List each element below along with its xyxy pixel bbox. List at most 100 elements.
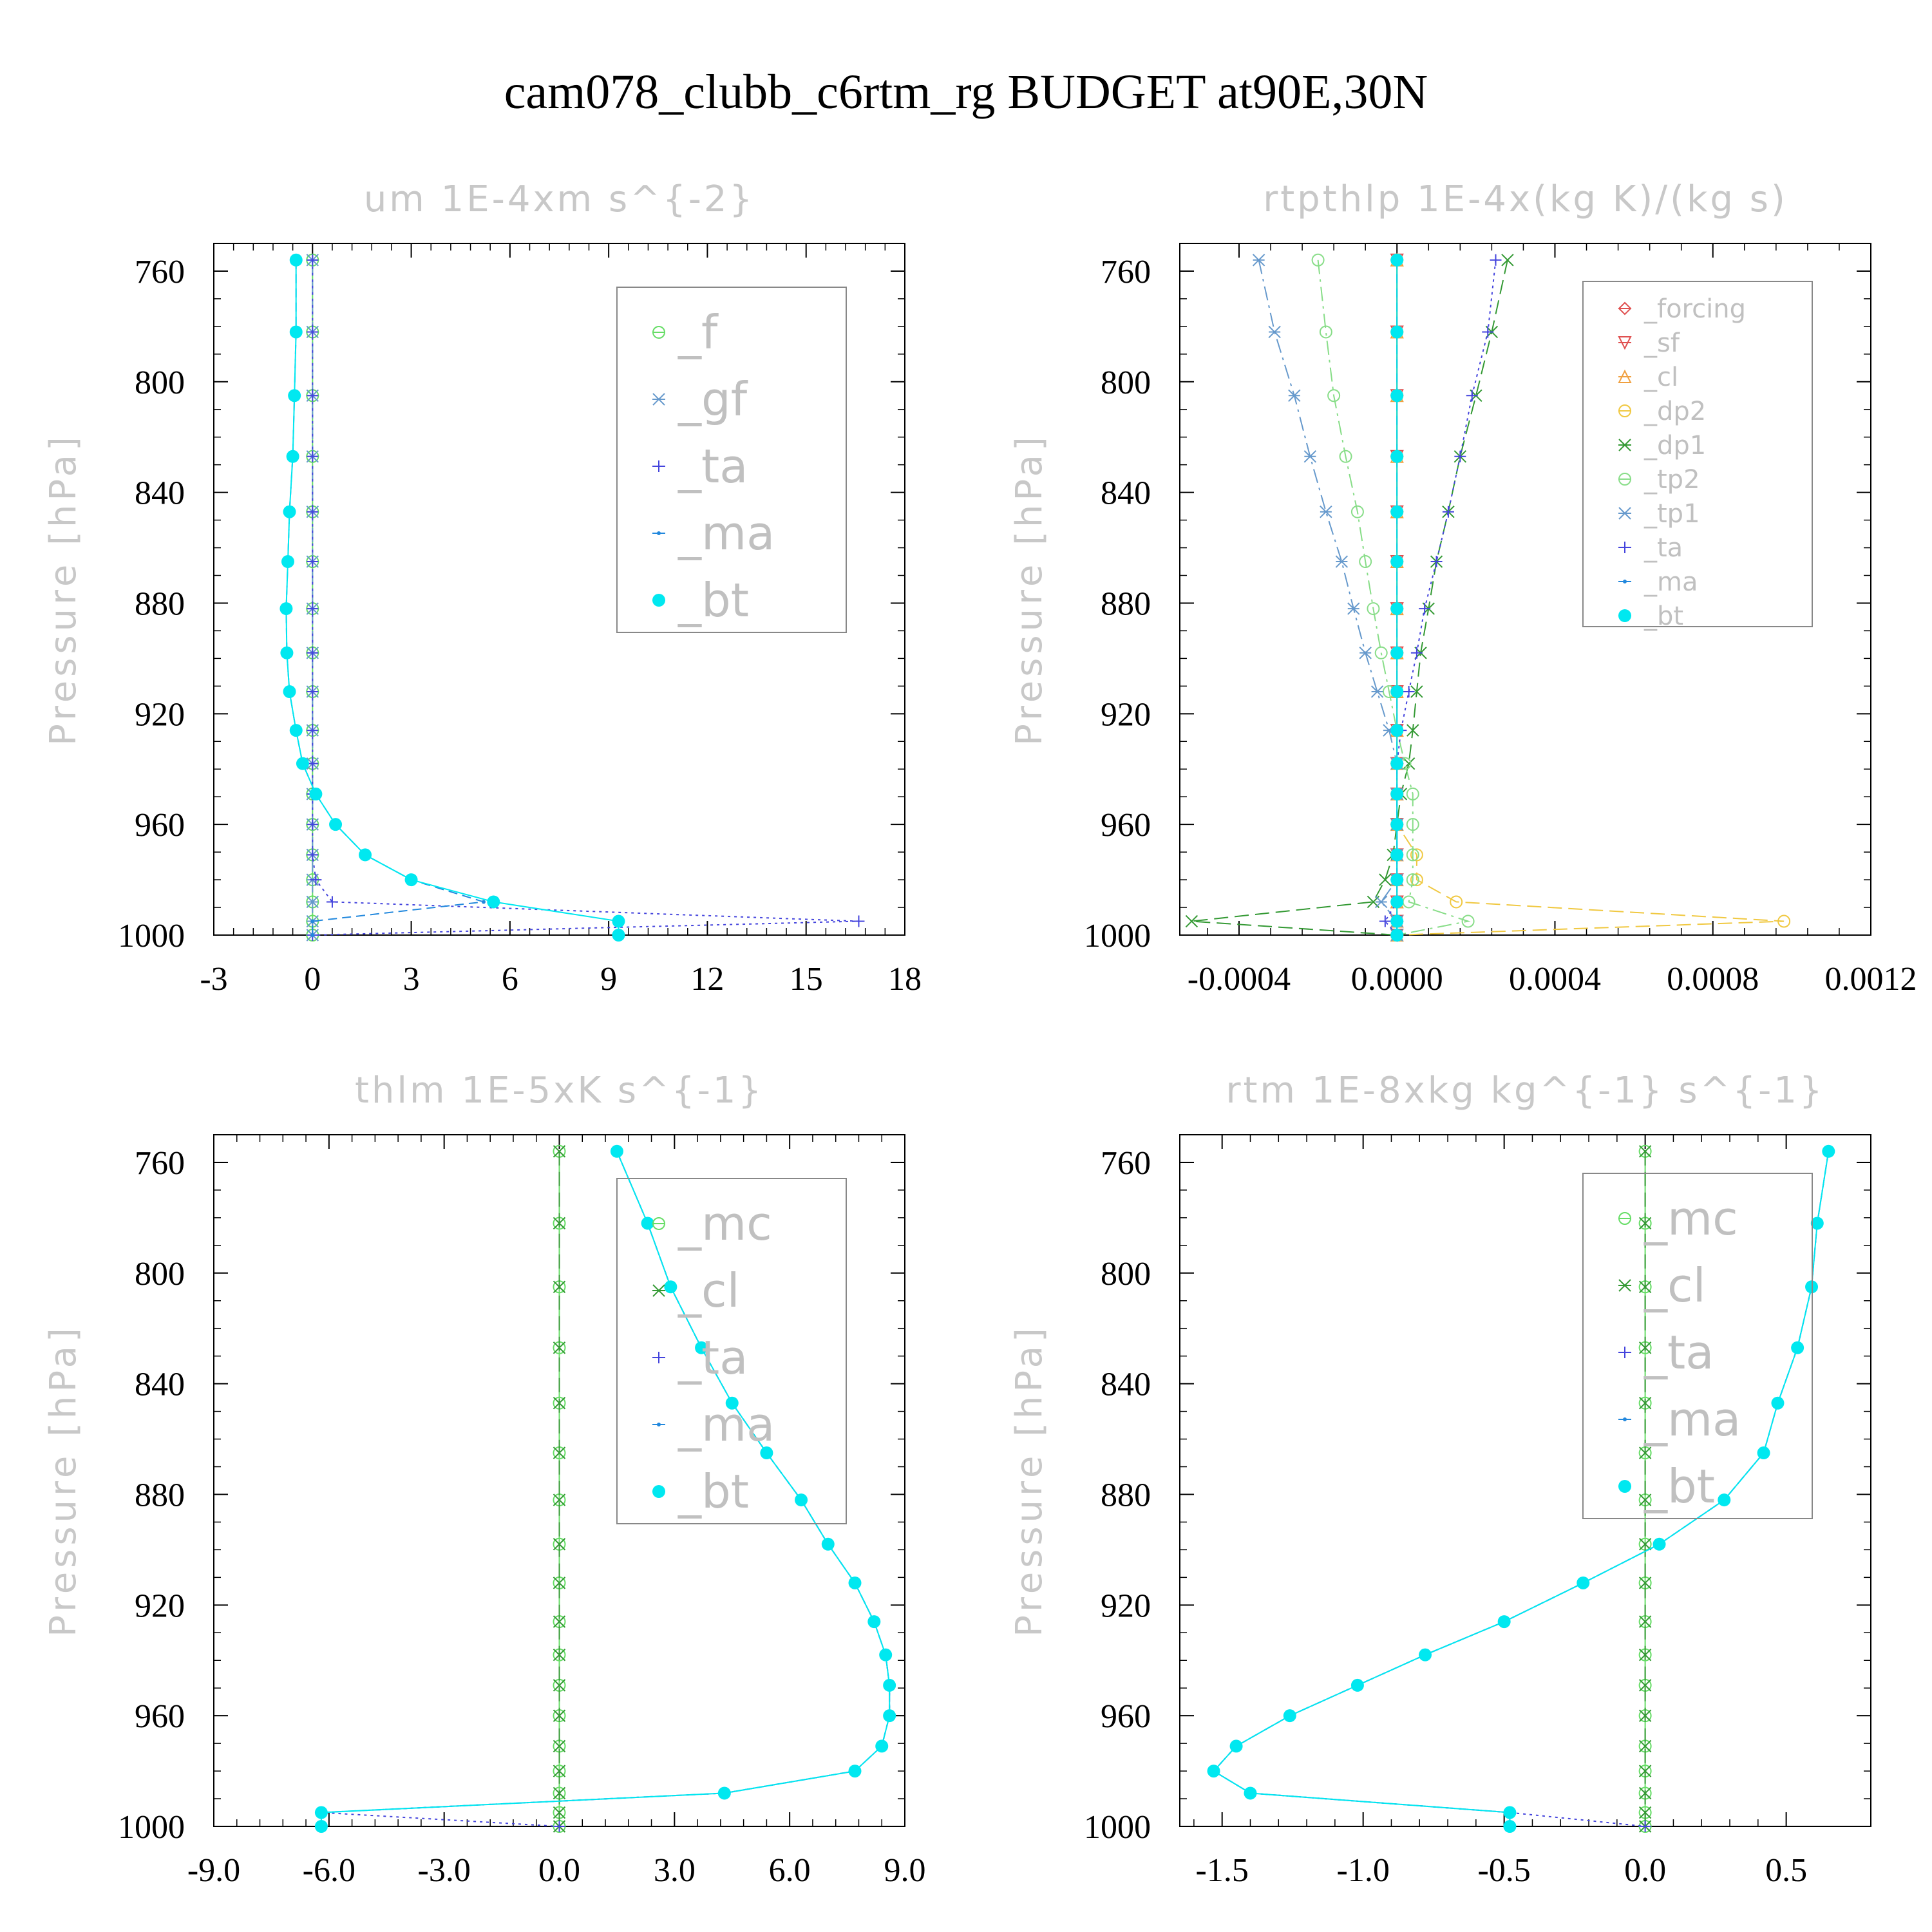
data-point	[1403, 685, 1415, 697]
data-point	[1638, 1493, 1652, 1506]
plot-frame	[1179, 243, 1871, 936]
y-tick-label: 920	[1101, 696, 1151, 733]
data-point	[553, 1397, 566, 1410]
data-point	[553, 1446, 566, 1459]
legend-label: _ta	[1643, 533, 1683, 563]
series-line	[1213, 1151, 1830, 1827]
data-point	[1350, 505, 1364, 518]
data-point	[1252, 254, 1265, 267]
legend-label: _mc	[1643, 1191, 1738, 1245]
data-point	[760, 1446, 773, 1460]
legend-label: _tp1	[1643, 499, 1700, 529]
x-tick-label: -3	[200, 961, 227, 998]
y-tick-label: 960	[1101, 1698, 1151, 1735]
panel-4: rtm 1E-8xkg kg^{-1} s^{-1} Pressure [hPa]…	[1009, 1070, 1871, 1889]
data-point	[1638, 1806, 1652, 1819]
data-point	[1419, 603, 1431, 615]
data-point	[307, 326, 319, 338]
y-tick-label: 920	[135, 1587, 185, 1624]
y-tick-label: 880	[1101, 1477, 1151, 1513]
legend-marker	[653, 1352, 665, 1363]
legend-marker	[652, 1485, 665, 1498]
legend-marker	[653, 460, 665, 472]
legend-marker	[657, 1423, 661, 1426]
panel-title: rtm 1E-8xkg kg^{-1} s^{-1}	[1226, 1070, 1824, 1112]
data-point	[1406, 818, 1419, 831]
data-point	[1390, 450, 1404, 463]
data-point	[641, 1217, 654, 1230]
data-point	[1367, 602, 1380, 616]
data-point	[664, 1280, 677, 1294]
data-point	[1503, 1806, 1517, 1819]
y-tick-label: 800	[1101, 1256, 1151, 1293]
data-point	[848, 1576, 862, 1589]
y-tick-label: 840	[1101, 475, 1151, 512]
data-point	[853, 915, 865, 927]
data-point	[1390, 757, 1404, 770]
x-tick-label: 0.5	[1765, 1852, 1807, 1889]
legend-label: _ta	[677, 439, 748, 493]
data-point	[289, 253, 303, 267]
data-point	[553, 1786, 566, 1800]
data-point	[307, 506, 319, 518]
data-point	[310, 919, 315, 923]
legend-marker	[1618, 1279, 1631, 1292]
data-point	[612, 929, 625, 942]
data-point	[1207, 1765, 1220, 1778]
data-point	[307, 685, 319, 697]
y-tick-label: 960	[135, 1698, 185, 1735]
y-tick-label: 1000	[118, 918, 185, 954]
x-tick-label: -9.0	[187, 1852, 240, 1889]
x-tick-label: 9	[600, 961, 617, 998]
series-line	[312, 260, 859, 936]
data-point	[1185, 914, 1198, 928]
data-point	[1718, 1493, 1731, 1507]
data-point	[309, 787, 323, 800]
legend-label: _dp1	[1643, 431, 1706, 460]
data-point	[1244, 1786, 1257, 1800]
data-point	[310, 874, 322, 886]
legend-marker	[657, 531, 661, 535]
x-tick-label: 0.0	[1624, 1852, 1666, 1889]
x-tick-label: -0.0004	[1188, 961, 1291, 998]
y-tick-label: 1000	[118, 1809, 185, 1846]
data-point	[1791, 1341, 1804, 1354]
data-point	[1406, 848, 1419, 862]
legend-label: _ma	[677, 1397, 775, 1452]
data-point	[553, 1341, 566, 1354]
data-point	[1461, 914, 1475, 928]
data-point	[359, 848, 372, 862]
y-tick-label: 760	[135, 1145, 185, 1182]
legend-marker	[652, 393, 665, 406]
legend-label: _dp2	[1643, 397, 1706, 426]
data-point	[612, 914, 625, 928]
panel-2: rtpthlp 1E-4x(kg K)/(kg s) Pressure [hPa]…	[1009, 178, 1917, 998]
legend-marker	[1618, 369, 1632, 383]
legend-marker	[1618, 609, 1631, 622]
data-point	[1390, 325, 1404, 339]
data-point	[1406, 724, 1419, 737]
data-point	[1229, 1739, 1243, 1753]
data-point	[553, 1280, 566, 1293]
data-point	[1497, 1615, 1511, 1629]
data-point	[1454, 450, 1466, 462]
data-point	[717, 1786, 731, 1800]
x-tick-label: 0.0008	[1667, 961, 1759, 998]
legend-marker	[1618, 507, 1631, 520]
data-point	[1638, 1341, 1652, 1354]
legend-label: _bt	[1643, 601, 1683, 631]
data-point	[289, 325, 303, 339]
data-point	[1757, 1446, 1770, 1460]
x-tick-label: -1.0	[1337, 1852, 1390, 1889]
legend-label: _sf	[1643, 328, 1680, 358]
legend-box	[616, 1178, 847, 1524]
legend: _forcing _sf _cl _dp2 _dp1 _tp2 _tp1 _ta _ma _bt	[1582, 281, 1813, 631]
data-point	[288, 389, 301, 402]
data-point	[1771, 1396, 1785, 1410]
legend-label: _bt	[677, 573, 749, 627]
y-axis-label: Pressure [hPa]	[43, 433, 84, 746]
data-point	[1390, 389, 1404, 402]
legend-label: _cl	[1643, 363, 1678, 392]
data-point	[1390, 914, 1404, 928]
data-point	[1638, 1709, 1652, 1722]
